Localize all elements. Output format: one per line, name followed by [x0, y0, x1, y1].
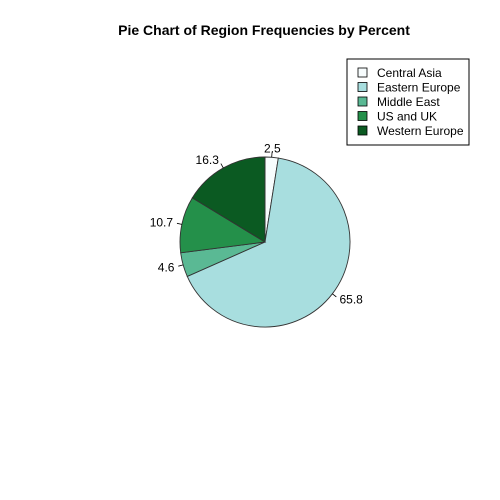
legend-swatch-us-and-uk	[357, 111, 368, 121]
legend-swatch-western-europe	[357, 125, 368, 136]
data-label-middle-east: 4.6	[158, 260, 175, 274]
label-tick-eastern-europe	[332, 293, 337, 298]
data-label-central-asia: 2.5	[264, 141, 281, 155]
legend-swatch-central-asia	[357, 67, 368, 78]
legend-label-us-and-uk: US and UK	[377, 110, 437, 124]
legend-label-middle-east: Middle East	[377, 95, 440, 109]
chart-title: Pie Chart of Region Frequencies by Perce…	[118, 22, 410, 38]
data-label-western-europe: 16.3	[196, 153, 220, 167]
pie-slices	[179, 156, 351, 328]
pie-labels: 2.5 65.8 4.6 10.7 16.3	[150, 141, 364, 306]
legend-label-western-europe: Western Europe	[377, 124, 464, 138]
data-label-eastern-europe: 65.8	[340, 292, 364, 306]
legend-swatch-middle-east	[357, 96, 368, 107]
data-label-us-and-uk: 10.7	[150, 215, 174, 229]
legend-swatch-eastern-europe	[357, 82, 368, 92]
label-tick-middle-east	[178, 264, 184, 267]
legend-label-central-asia: Central Asia	[377, 66, 442, 80]
legend-label-eastern-europe: Eastern Europe	[377, 81, 461, 95]
label-tick-us-and-uk	[176, 222, 182, 225]
label-tick-western-europe	[220, 163, 224, 169]
